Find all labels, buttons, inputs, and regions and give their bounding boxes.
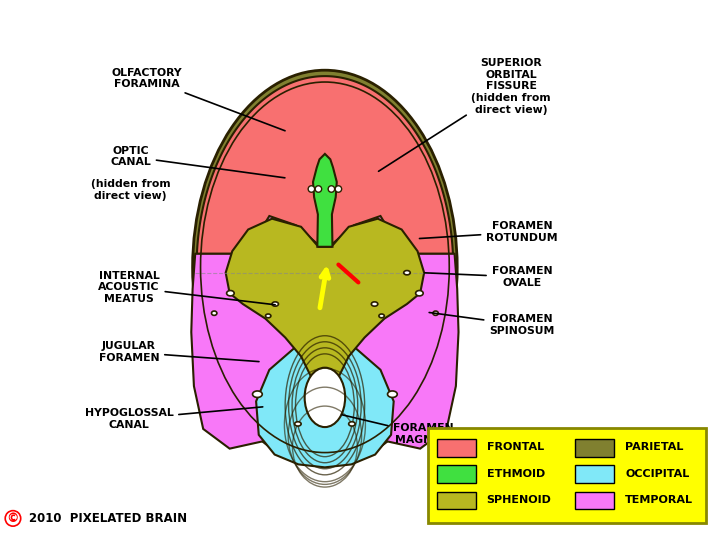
- FancyBboxPatch shape: [437, 438, 475, 456]
- Circle shape: [328, 186, 335, 192]
- Ellipse shape: [372, 302, 378, 306]
- Text: (hidden from
direct view): (hidden from direct view): [91, 179, 171, 201]
- Text: ©: ©: [6, 512, 19, 525]
- FancyBboxPatch shape: [437, 491, 475, 510]
- Ellipse shape: [192, 70, 457, 464]
- Text: FRONTAL: FRONTAL: [487, 442, 544, 452]
- Text: FORAMEN
OVALE: FORAMEN OVALE: [425, 266, 552, 288]
- Text: TEMPORAL: TEMPORAL: [625, 495, 693, 505]
- Ellipse shape: [294, 422, 301, 426]
- Text: OLFACTORY
FORAMINA: OLFACTORY FORAMINA: [112, 68, 285, 131]
- Ellipse shape: [266, 314, 271, 318]
- Polygon shape: [313, 154, 337, 247]
- Ellipse shape: [404, 271, 410, 275]
- Ellipse shape: [348, 422, 355, 426]
- Polygon shape: [225, 219, 424, 408]
- Ellipse shape: [227, 291, 234, 296]
- Circle shape: [335, 186, 341, 192]
- Text: ETHMOID: ETHMOID: [487, 469, 545, 478]
- Ellipse shape: [253, 391, 262, 397]
- Ellipse shape: [212, 311, 217, 315]
- FancyBboxPatch shape: [428, 428, 706, 523]
- Circle shape: [315, 186, 322, 192]
- FancyBboxPatch shape: [437, 465, 475, 483]
- Polygon shape: [197, 76, 453, 267]
- Text: FORAMEN
MAGNUM: FORAMEN MAGNUM: [342, 415, 454, 445]
- Ellipse shape: [415, 291, 423, 296]
- FancyBboxPatch shape: [575, 438, 614, 456]
- Text: FORAMEN
SPINOSUM: FORAMEN SPINOSUM: [429, 313, 554, 336]
- Polygon shape: [256, 326, 394, 467]
- Text: JUGULAR
FORAMEN: JUGULAR FORAMEN: [99, 341, 259, 363]
- Text: PARIETAL: PARIETAL: [625, 442, 683, 452]
- Ellipse shape: [305, 368, 345, 427]
- Text: 2010  PIXELATED BRAIN: 2010 PIXELATED BRAIN: [29, 512, 187, 525]
- Ellipse shape: [379, 314, 384, 318]
- FancyBboxPatch shape: [575, 491, 614, 510]
- Text: FORAMEN
ROTUNDUM: FORAMEN ROTUNDUM: [420, 221, 558, 243]
- Polygon shape: [192, 216, 459, 449]
- Ellipse shape: [387, 391, 397, 397]
- Text: SUPERIOR
ORBITAL
FISSURE
(hidden from
direct view): SUPERIOR ORBITAL FISSURE (hidden from di…: [379, 58, 551, 171]
- Ellipse shape: [272, 302, 279, 306]
- Circle shape: [308, 186, 315, 192]
- FancyBboxPatch shape: [575, 465, 614, 483]
- Text: HYPOGLOSSAL
CANAL: HYPOGLOSSAL CANAL: [84, 407, 263, 430]
- Ellipse shape: [433, 311, 438, 315]
- Text: INTERNAL
ACOUSTIC
MEATUS: INTERNAL ACOUSTIC MEATUS: [98, 271, 275, 305]
- Text: SPHENOID: SPHENOID: [487, 495, 552, 505]
- Text: OPTIC
CANAL: OPTIC CANAL: [110, 146, 285, 178]
- Text: OCCIPITAL: OCCIPITAL: [625, 469, 690, 478]
